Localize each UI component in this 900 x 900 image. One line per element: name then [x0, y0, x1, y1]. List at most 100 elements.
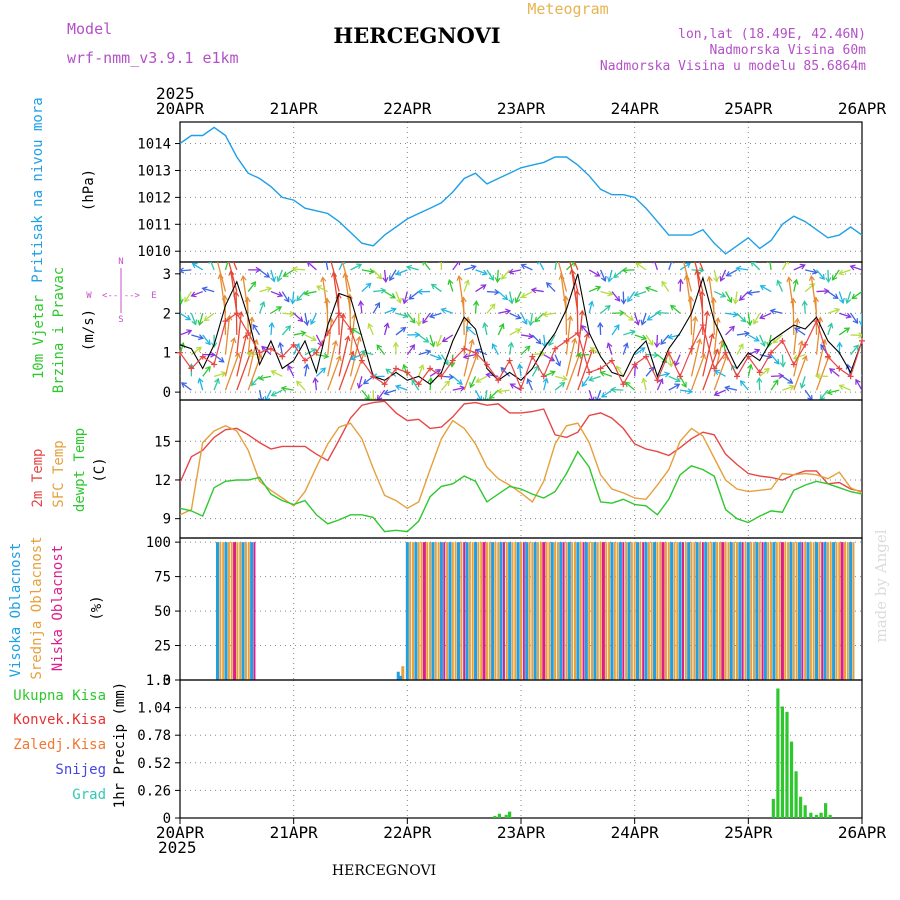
- wind-arrowhead: [595, 396, 601, 400]
- wind-arrow: [281, 291, 290, 303]
- wind-arrowhead: [836, 341, 843, 348]
- compass-east: E: [151, 291, 156, 301]
- wind-arrow: [588, 269, 600, 277]
- wind-arrow: [236, 312, 242, 355]
- wind-arrow: [486, 373, 499, 377]
- wind-arrow: [725, 325, 735, 336]
- graupel-label: Grad: [72, 787, 106, 803]
- wind-arrowhead: [469, 382, 475, 389]
- wind-arrow: [483, 323, 488, 336]
- wind-arrowhead: [794, 317, 801, 324]
- wind-arrow: [383, 323, 389, 336]
- cloud-bar: [591, 542, 594, 680]
- cloud-bar: [550, 542, 554, 680]
- wind-arrowhead: [441, 336, 448, 343]
- wind-arrowhead: [725, 271, 732, 277]
- wind-arrow: [622, 343, 628, 355]
- cloud-bar: [522, 542, 525, 680]
- wind-arrowhead: [402, 312, 409, 319]
- cloud-bar: [239, 542, 242, 680]
- wind-arrowhead: [759, 285, 766, 291]
- wind-arrow: [191, 290, 203, 297]
- wind-arrow: [770, 379, 779, 391]
- wind-arrow: [429, 334, 435, 347]
- wind-arrow: [509, 312, 521, 319]
- wind-arrowhead: [368, 268, 375, 275]
- wind-arrowhead: [724, 385, 731, 392]
- wind-arrowhead: [772, 379, 779, 386]
- wind-arrow: [627, 291, 636, 302]
- cloud-bar: [738, 542, 742, 680]
- wind-arrow: [429, 312, 442, 318]
- wind-arrow: [532, 352, 545, 356]
- precip-bar: [771, 798, 775, 818]
- wind-gust-marker: [256, 349, 263, 356]
- wind-gust-marker: [733, 373, 740, 380]
- cloud-bar: [787, 542, 790, 680]
- wind-arrow: [361, 350, 374, 356]
- wind-arrow: [198, 378, 204, 391]
- wind-arrowhead: [606, 342, 613, 349]
- wind-arrow: [190, 346, 202, 356]
- wind-arrow: [740, 380, 749, 391]
- wind-arrowhead: [191, 262, 198, 269]
- wind-arrowhead: [811, 268, 819, 275]
- wind-arrowhead: [855, 378, 861, 385]
- wind-arrow: [839, 384, 851, 391]
- wind-arrow: [647, 312, 658, 321]
- wind-gust-marker: [677, 373, 684, 380]
- wind-arrow: [588, 301, 593, 314]
- wind-arrow: [758, 378, 761, 391]
- wind-arrow: [213, 378, 220, 391]
- wind-gust-marker: [233, 310, 240, 317]
- y-tick-label: 100: [146, 535, 171, 551]
- wind-arrow: [851, 291, 862, 299]
- panel-frame: [179, 679, 863, 819]
- wind-arrowhead: [389, 293, 396, 299]
- temp2m-line: [180, 400, 862, 493]
- wind-arrowhead: [444, 380, 451, 387]
- wind-arrowhead: [296, 295, 302, 302]
- wind-arrowhead: [542, 377, 549, 384]
- wind-arrowhead: [464, 316, 471, 323]
- wind-arrow: [515, 291, 522, 303]
- date-tick-label-top: 23APR: [497, 99, 546, 118]
- cloud-bar: [630, 542, 633, 680]
- wind-arrowhead: [423, 337, 430, 343]
- cloud-bar: [414, 542, 418, 680]
- wind-arrow: [608, 269, 613, 282]
- wind-arrow: [251, 375, 261, 386]
- precip-bar: [799, 796, 803, 818]
- wind-arrowhead: [357, 300, 365, 307]
- cloud-bar: [417, 542, 420, 680]
- cloud-bar: [439, 542, 443, 680]
- wind-arrowhead: [339, 253, 344, 258]
- cloud-bar: [409, 542, 412, 680]
- wind-arrowhead: [180, 382, 187, 388]
- wind-arrowhead: [623, 342, 629, 349]
- wind-arrow: [429, 369, 441, 377]
- precip-conv-label: Konvek.Kisa: [13, 712, 106, 728]
- wind-arrow: [180, 291, 182, 304]
- wind-gust-marker: [859, 337, 865, 344]
- wind-gust-marker: [506, 357, 513, 364]
- wind-gust-marker: [586, 369, 593, 376]
- wind-arrowhead: [794, 327, 801, 334]
- wind-arrow: [474, 301, 478, 314]
- wind-arrowhead: [402, 363, 408, 370]
- wind-arrow: [554, 375, 567, 380]
- wind-arrow: [521, 290, 533, 298]
- cloud-bar: [707, 542, 710, 680]
- wind-arrowhead: [690, 250, 695, 255]
- wind-arrow: [204, 312, 215, 321]
- wind-arrow: [793, 264, 806, 271]
- wind-arrowhead: [195, 346, 202, 353]
- wind-arrowhead: [714, 369, 721, 376]
- wind-arrowhead: [858, 332, 862, 339]
- precip-bar: [785, 711, 789, 818]
- wind-gust-marker: [188, 365, 195, 372]
- wind-arrowhead: [639, 347, 646, 353]
- wind-arrow: [304, 290, 317, 295]
- wind-arrowhead: [277, 291, 284, 298]
- wind-arrowhead: [435, 341, 442, 348]
